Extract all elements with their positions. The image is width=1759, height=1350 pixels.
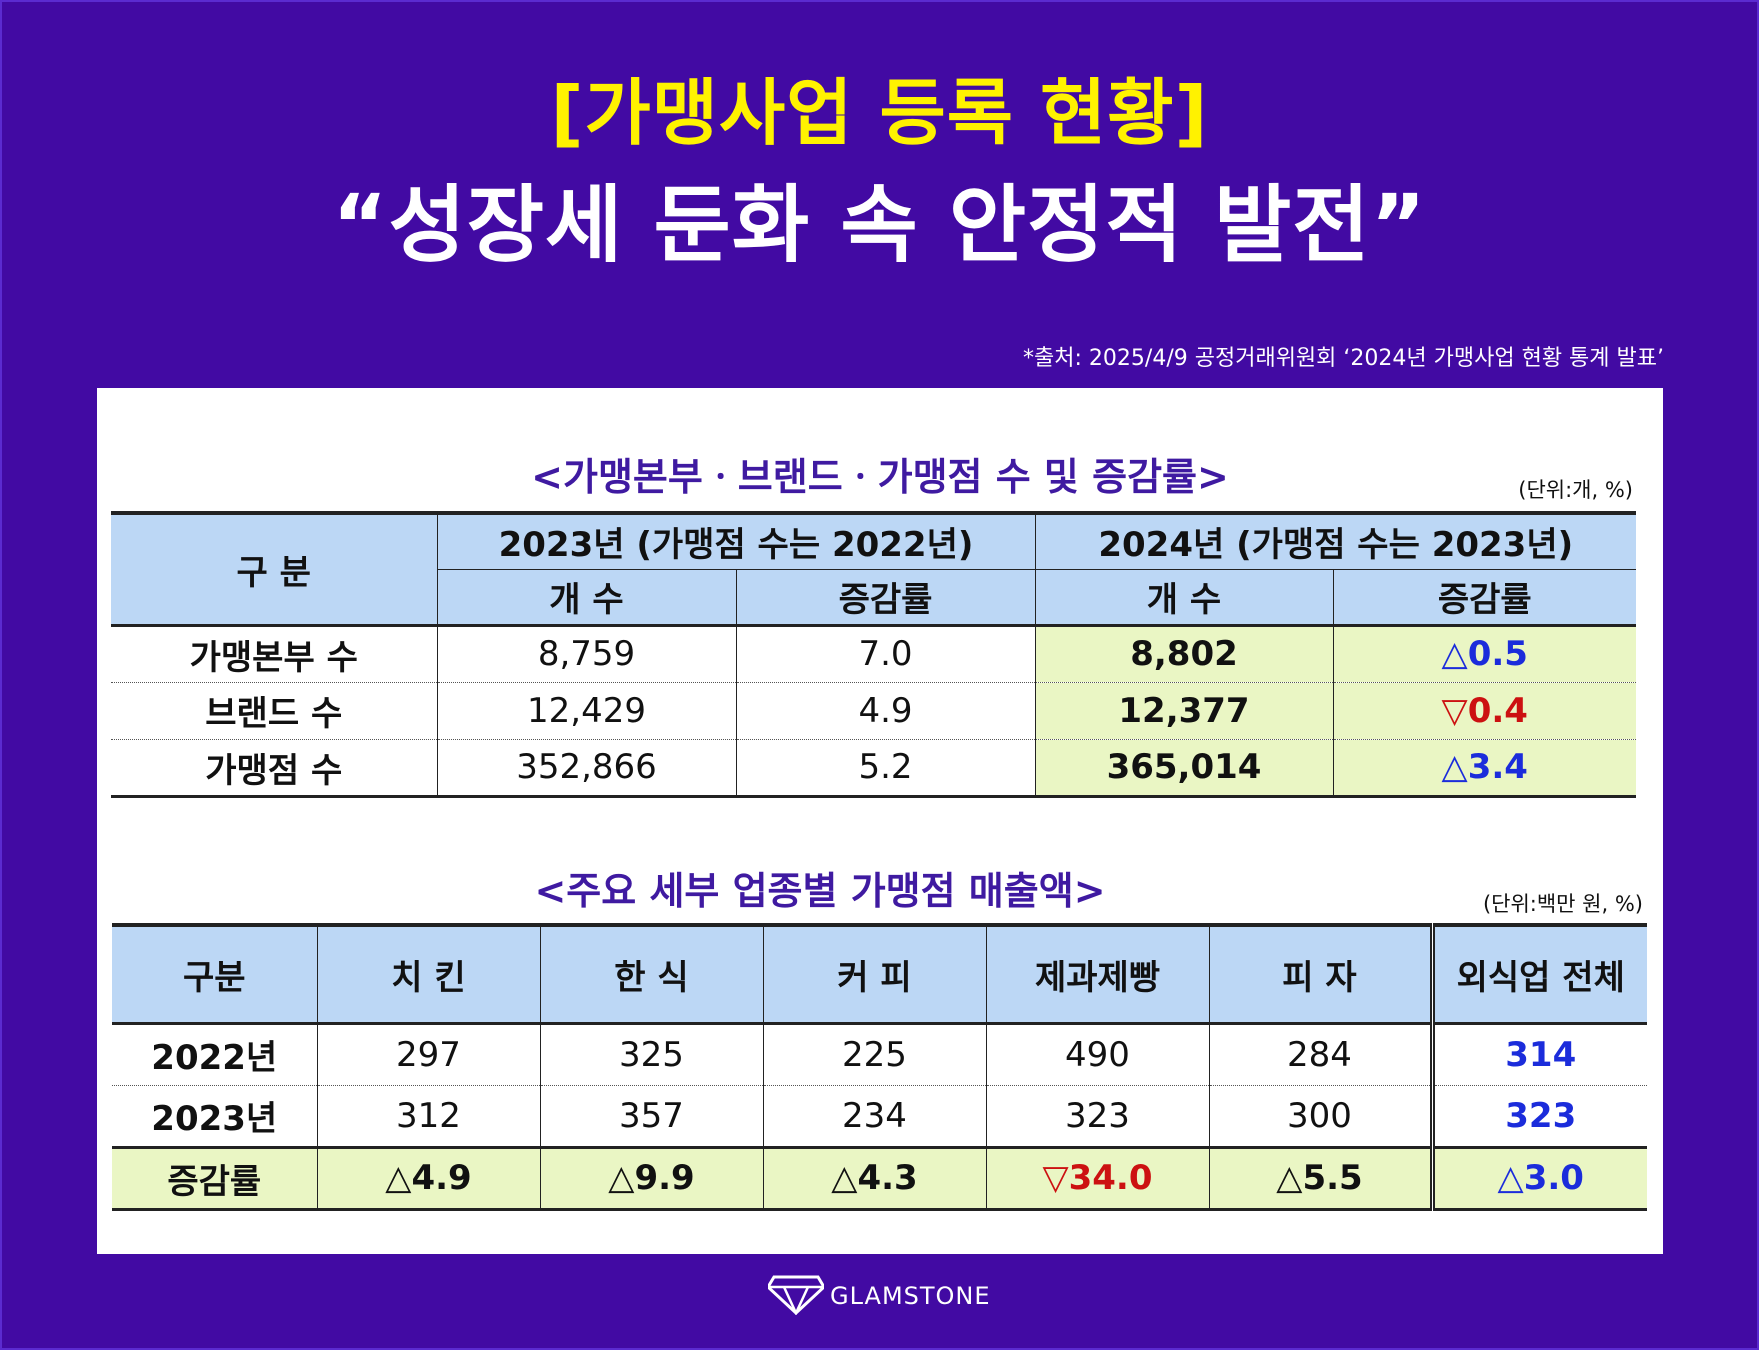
count-2024: 8,802 xyxy=(1034,623,1333,683)
rate-2023: 7.0 xyxy=(735,623,1035,683)
header-category: 구 분 xyxy=(111,511,437,625)
page-headline: “성장세 둔화 속 안정적 발전” xyxy=(332,176,1427,274)
rate-bakery: ▽34.0 xyxy=(1042,1158,1153,1198)
content-panel: <가맹본부ㆍ브랜드ㆍ가맹점 수 및 증감률> (단위:개, %) 구 분 202… xyxy=(97,388,1663,1254)
value-dining-total: 314 xyxy=(1505,1034,1577,1075)
header-pizza: 피 자 xyxy=(1208,923,1432,1025)
header-count-2024: 개 수 xyxy=(1034,568,1333,625)
table-row: 가맹점 수 352,866 5.2 365,014 △3.4 xyxy=(111,739,1636,798)
table1-title: <가맹본부ㆍ브랜드ㆍ가맹점 수 및 증감률> xyxy=(531,455,1229,499)
rate-korean-food: △9.9 xyxy=(608,1158,695,1198)
franchise-count-table: 구 분 2023년 (가맹점 수는 2022년) 2024년 (가맹점 수는 2… xyxy=(111,511,1636,798)
header-category: 구분 xyxy=(112,923,317,1025)
count-2023: 8,759 xyxy=(436,623,736,683)
row-label: 브랜드 수 xyxy=(111,682,437,740)
rate-2023: 4.9 xyxy=(735,682,1035,740)
header-rate-2024: 증감률 xyxy=(1332,568,1636,625)
table-row: 증감률 △4.9 △9.9 △4.3 ▽34.0 △5.5 △3.0 xyxy=(112,1145,1647,1211)
header-rate-2023: 증감률 xyxy=(735,568,1035,625)
count-2023: 352,866 xyxy=(436,739,736,798)
source-note: *출처: 2025/4/9 공정거래위원회 ‘2024년 가맹사업 현황 통계 … xyxy=(1023,346,1664,371)
page-kicker: [가맹사업 등록 현황] xyxy=(550,71,1209,155)
value-coffee: 234 xyxy=(762,1085,986,1147)
value-korean-food: 325 xyxy=(539,1023,763,1086)
table1-unit: (단위:개, %) xyxy=(1518,478,1633,502)
table-row: 브랜드 수 12,429 4.9 12,377 ▽0.4 xyxy=(111,682,1636,740)
rate-coffee: △4.3 xyxy=(831,1158,918,1198)
row-label: 가맹본부 수 xyxy=(111,623,437,683)
rate-pizza: △5.5 xyxy=(1276,1158,1363,1198)
table-row: 2023년 312 357 234 323 300 323 xyxy=(112,1085,1647,1147)
count-2023: 12,429 xyxy=(436,682,736,740)
value-pizza: 300 xyxy=(1208,1085,1432,1147)
value-pizza: 284 xyxy=(1208,1023,1432,1086)
header-bakery: 제과제빵 xyxy=(985,923,1209,1025)
diamond-icon xyxy=(766,1273,826,1319)
value-korean-food: 357 xyxy=(539,1085,763,1147)
rate-2024: △3.4 xyxy=(1441,747,1528,787)
header-count-2023: 개 수 xyxy=(436,568,736,625)
sales-by-industry-table: 구분 치 킨 한 식 커 피 제과제빵 피 자 외식업 전체 2022년 297… xyxy=(112,923,1647,1211)
row-label: 2023년 xyxy=(151,1099,278,1139)
count-2024: 365,014 xyxy=(1034,739,1333,798)
brand-logo: GLAMSTONE xyxy=(766,1273,991,1319)
rate-dining-total: △3.0 xyxy=(1497,1158,1584,1198)
value-chicken: 312 xyxy=(316,1085,540,1147)
row-label: 증감률 xyxy=(112,1145,317,1211)
row-label: 가맹점 수 xyxy=(111,739,437,798)
header-coffee: 커 피 xyxy=(762,923,986,1025)
row-label: 2022년 xyxy=(112,1023,317,1086)
table2-unit: (단위:백만 원, %) xyxy=(1482,892,1643,916)
value-dining-total: 323 xyxy=(1505,1095,1577,1136)
rate-2024: △0.5 xyxy=(1441,634,1528,674)
table-row: 가맹본부 수 8,759 7.0 8,802 △0.5 xyxy=(111,623,1636,683)
count-2024: 12,377 xyxy=(1034,682,1333,740)
rate-2023: 5.2 xyxy=(735,739,1035,798)
value-coffee: 225 xyxy=(762,1023,986,1086)
value-bakery: 323 xyxy=(985,1085,1209,1147)
header-group-2024: 2024년 (가맹점 수는 2023년) xyxy=(1034,511,1636,569)
value-chicken: 297 xyxy=(316,1023,540,1086)
header-group-2023: 2023년 (가맹점 수는 2022년) xyxy=(436,511,1035,569)
table-row: 2022년 297 325 225 490 284 314 xyxy=(112,1023,1647,1086)
rate-2024: ▽0.4 xyxy=(1441,690,1528,731)
header-chicken: 치 킨 xyxy=(316,923,540,1025)
value-bakery: 490 xyxy=(985,1023,1209,1086)
rate-chicken: △4.9 xyxy=(385,1158,472,1198)
header-dining-total: 외식업 전체 xyxy=(1429,923,1647,1025)
header-korean-food: 한 식 xyxy=(539,923,763,1025)
table2-title: <주요 세부 업종별 가맹점 매출액> xyxy=(534,869,1106,913)
brand-name: GLAMSTONE xyxy=(830,1282,991,1310)
